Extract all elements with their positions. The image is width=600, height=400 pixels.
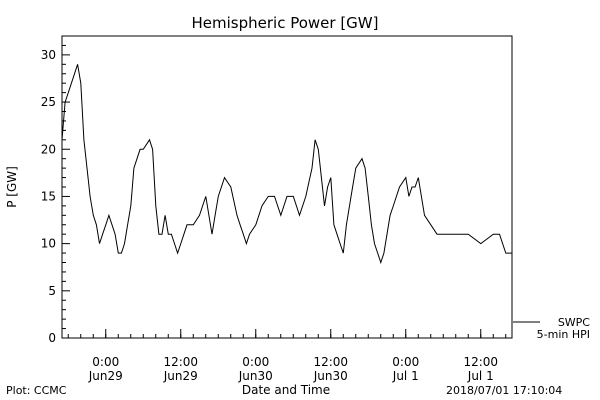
- plot-timestamp: 2018/07/01 17:10:04: [446, 384, 562, 397]
- x-tick-time-label: 12:00: [163, 355, 198, 369]
- x-axis-ticks: 0:00Jun2912:00Jun290:00Jun3012:00Jun300:…: [67, 329, 507, 383]
- series-line-0: [61, 64, 512, 265]
- chart-title: Hemispheric Power [GW]: [192, 14, 379, 32]
- y-tick-label: 20: [41, 142, 56, 156]
- y-tick-label: 15: [41, 189, 56, 203]
- plot-frame: [61, 35, 513, 339]
- y-axis-title: P [GW]: [5, 166, 19, 208]
- y-tick-label: 10: [41, 237, 56, 251]
- x-axis-title: Date and Time: [242, 383, 330, 397]
- x-tick-time-label: 12:00: [463, 355, 498, 369]
- x-tick-time-label: 0:00: [392, 355, 419, 369]
- x-tick-date-label: Jul 1: [467, 369, 494, 383]
- plot-credit: Plot: CCMC: [6, 384, 67, 397]
- legend-label-hpi: 5-min HPI: [537, 328, 590, 341]
- x-tick-date-label: Jun29: [88, 369, 123, 383]
- y-tick-label: 5: [48, 284, 56, 298]
- x-tick-time-label: 12:00: [313, 355, 348, 369]
- x-tick-date-label: Jul 1: [392, 369, 419, 383]
- y-tick-label: 25: [41, 95, 56, 109]
- legend-label-swpc: SWPC: [558, 316, 590, 329]
- x-tick-time-label: 0:00: [242, 355, 269, 369]
- x-tick-date-label: Jun30: [238, 369, 273, 383]
- x-tick-date-label: Jun29: [163, 369, 198, 383]
- y-axis-ticks: 0 5 10 15 20 25 30: [41, 48, 70, 345]
- y-minor-ticks: [62, 35, 66, 330]
- y-tick-label: 0: [48, 331, 56, 345]
- series-layer: [61, 64, 512, 265]
- x-tick-date-label: Jun30: [313, 369, 348, 383]
- y-tick-label: 30: [41, 48, 56, 62]
- x-tick-time-label: 0:00: [92, 355, 119, 369]
